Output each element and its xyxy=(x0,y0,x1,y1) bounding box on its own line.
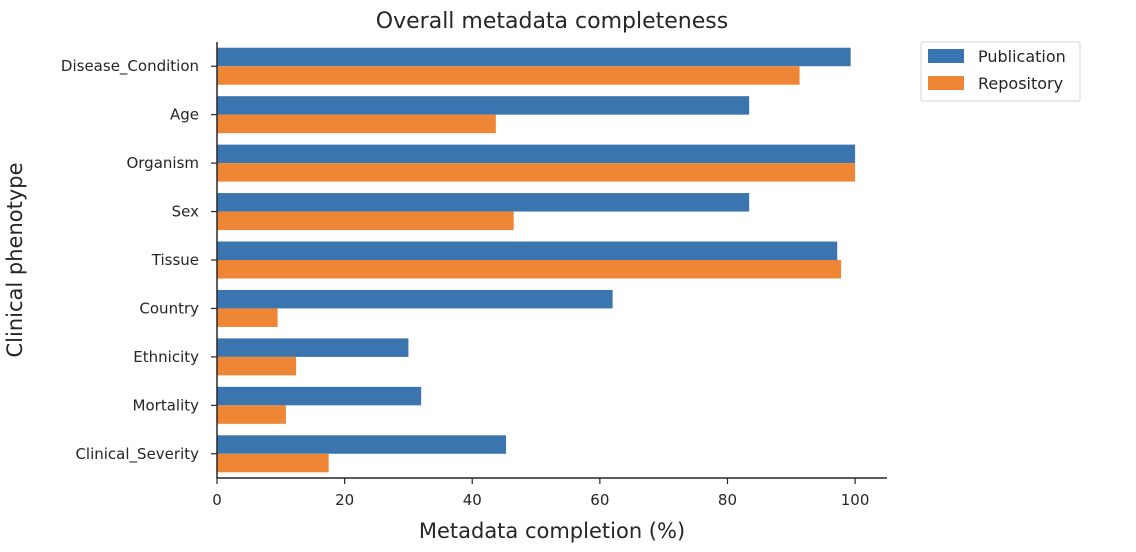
y-tick-label: Disease_Condition xyxy=(61,57,199,76)
y-tick-label: Age xyxy=(170,106,199,124)
bar-repository-age xyxy=(217,114,496,134)
x-tick-label: 0 xyxy=(212,491,222,509)
legend-label-repository: Repository xyxy=(978,74,1063,93)
y-tick-label: Tissue xyxy=(151,251,199,269)
bar-publication-age xyxy=(217,96,750,115)
bar-publication-country xyxy=(217,289,613,309)
x-tick-label: 20 xyxy=(335,491,354,509)
y-tick-label: Mortality xyxy=(133,396,200,414)
x-axis-label: Metadata completion (%) xyxy=(419,519,685,543)
bar-repository-mortality xyxy=(217,405,286,424)
bar-repository-ethnicity xyxy=(217,356,297,376)
legend-label-publication: Publication xyxy=(978,47,1066,66)
x-tick-label: 80 xyxy=(718,491,737,509)
bar-publication-sex xyxy=(217,193,750,212)
x-tick-label: 40 xyxy=(463,491,482,509)
y-tick-label: Sex xyxy=(172,203,199,221)
bar-repository-organism xyxy=(217,163,856,182)
x-axis-ticks: 0 20 40 60 80 100 xyxy=(212,478,869,509)
bar-repository-country xyxy=(217,308,278,327)
legend: Publication Repository xyxy=(920,41,1081,102)
x-tick-label: 60 xyxy=(590,491,609,509)
bar-repository-disease-condition xyxy=(217,66,800,85)
bars-group xyxy=(217,47,856,473)
x-tick-label: 100 xyxy=(841,491,870,509)
chart-title: Overall metadata completeness xyxy=(376,9,728,34)
bar-repository-sex xyxy=(217,211,514,231)
bar-publication-disease-condition xyxy=(217,47,851,67)
bar-publication-mortality xyxy=(217,386,422,406)
y-tick-label: Clinical_Severity xyxy=(75,445,199,464)
bar-publication-ethnicity xyxy=(217,338,409,357)
y-axis-ticks: Disease_Condition Age Organism Sex Tissue Cou… xyxy=(61,57,217,464)
y-axis-label: Clinical phenotype xyxy=(3,162,27,357)
bar-repository-tissue xyxy=(217,260,842,279)
y-tick-label: Country xyxy=(139,299,199,317)
bar-publication-tissue xyxy=(217,241,838,260)
y-tick-label: Organism xyxy=(126,154,199,172)
bar-repository-clinical-severity xyxy=(217,453,329,473)
bar-publication-organism xyxy=(217,144,856,164)
legend-swatch-publication xyxy=(928,49,964,63)
legend-swatch-repository xyxy=(928,76,964,90)
y-tick-label: Ethnicity xyxy=(133,348,199,366)
bar-publication-clinical-severity xyxy=(217,435,507,454)
